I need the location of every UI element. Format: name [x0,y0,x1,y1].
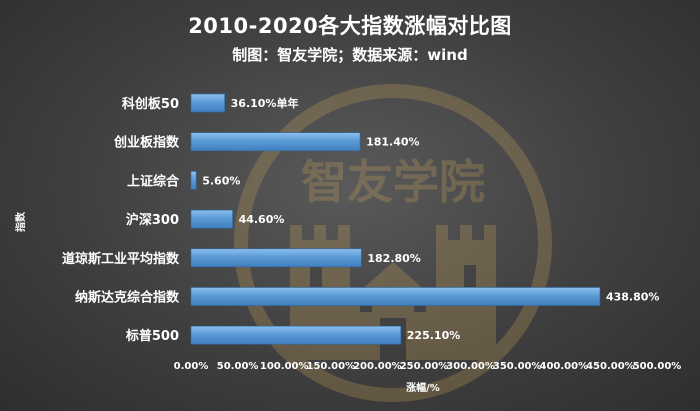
bar-1 [190,132,361,151]
category-label: 科创板50 [122,96,179,112]
bar-4 [190,248,362,268]
category-label: 道琼斯工业平均指数 [62,251,180,267]
bar-6 [190,325,402,345]
data-label: 5.60% [202,174,240,187]
data-label: 225.10% [407,329,460,342]
data-label: 36.10%单年 [231,96,299,110]
category-label: 上证综合 [127,173,180,189]
category-label: 沪深300 [126,212,179,228]
x-tick-label: 50.00% [217,361,259,372]
data-label: 181.40% [366,136,419,149]
x-tick-label: 450.00% [586,361,635,372]
x-tick-label: 350.00% [493,361,542,372]
bar-0 [190,93,225,113]
x-tick-label: 150.00% [306,361,355,372]
bar-5 [190,287,601,306]
data-label: 438.80% [606,291,659,304]
x-tick-label: 200.00% [353,361,402,372]
x-tick-label: 400.00% [539,361,588,372]
data-label: 182.80% [367,252,420,265]
x-axis-title: 涨幅/% [406,381,440,394]
category-label: 创业板指数 [113,135,180,151]
x-tick-label: 250.00% [400,361,449,372]
x-tick-label: 100.00% [260,361,309,372]
category-label: 标普500 [125,328,179,344]
y-axis-title: 指数 [14,211,27,232]
category-label: 纳斯达克综合指数 [75,290,180,306]
bar-2 [190,171,197,190]
svg-text:智友学院: 智友学院 [301,155,485,209]
bar-3 [190,209,233,229]
data-label: 44.60% [239,213,285,226]
x-tick-label: 300.00% [446,361,495,372]
x-tick-label: 0.00% [174,361,209,372]
chart-subtitle: 制图：智友学院；数据来源：wind [232,46,468,64]
chart-title: 2010-2020各大指数涨幅对比图 [188,14,512,38]
x-tick-label: 500.00% [633,361,682,372]
